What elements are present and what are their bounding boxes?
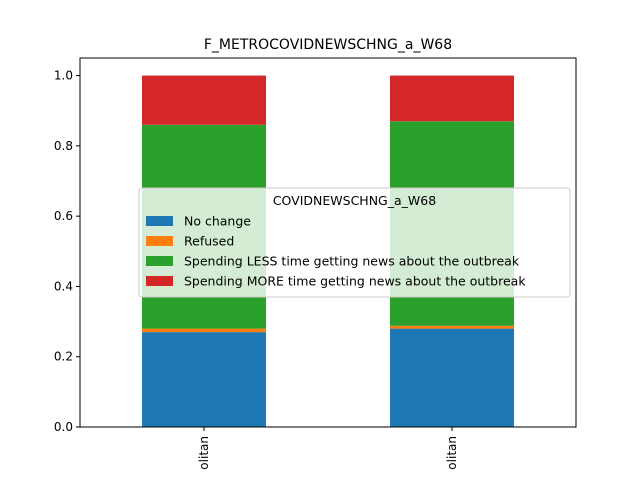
y-tick-label: 0.0 <box>54 420 73 434</box>
legend-swatch <box>146 276 173 286</box>
legend-swatch <box>146 216 173 226</box>
y-axis: 0.0 0.2 0.4 0.6 0.8 1.0 <box>54 69 80 434</box>
x-tick-label: olitan <box>197 436 211 470</box>
y-tick-label: 1.0 <box>54 69 73 83</box>
bar-segment <box>390 75 514 122</box>
plot-frame <box>79 57 577 428</box>
legend-label: Spending LESS time getting news about th… <box>184 254 520 269</box>
bar-segment <box>390 325 514 329</box>
bar-segment <box>142 328 266 333</box>
y-tick-label: 0.8 <box>54 139 73 153</box>
bar-segment <box>142 75 266 125</box>
legend-title: COVIDNEWSCHNG_a_W68 <box>273 193 436 208</box>
legend-label: Refused <box>184 234 234 249</box>
legend-items: No change Refused Spending LESS time getti… <box>146 214 526 289</box>
chart-title: F_METROCOVIDNEWSCHNG_a_W68 <box>204 37 452 53</box>
legend-swatch <box>146 256 173 266</box>
legend-label: No change <box>184 214 251 229</box>
legend-box <box>138 187 571 298</box>
y-tick-label: 0.2 <box>54 350 73 364</box>
x-axis: olitan olitan <box>197 427 459 470</box>
bar-segment <box>390 328 514 427</box>
y-tick-label: 0.6 <box>54 209 73 223</box>
legend-label: Spending MORE time getting news about th… <box>184 274 526 289</box>
bar-segment <box>142 332 266 427</box>
legend: COVIDNEWSCHNG_a_W68 No change Refused Spen… <box>138 187 571 298</box>
y-tick-label: 0.4 <box>54 279 73 293</box>
x-tick-label: olitan <box>445 436 459 470</box>
legend-swatch <box>146 236 173 246</box>
